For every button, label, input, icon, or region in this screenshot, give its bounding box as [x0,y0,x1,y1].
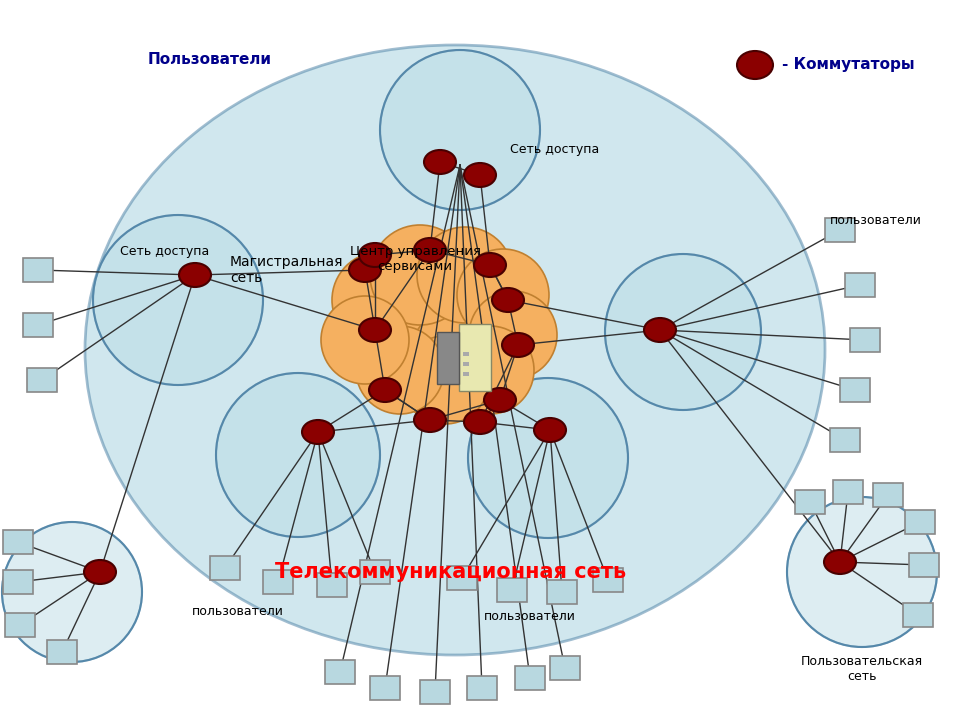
Circle shape [469,291,557,379]
FancyBboxPatch shape [317,573,347,597]
Text: пользователи: пользователи [830,214,922,227]
Text: пользователи: пользователи [484,610,576,623]
FancyBboxPatch shape [909,553,939,577]
FancyBboxPatch shape [447,566,477,590]
Ellipse shape [414,408,446,432]
FancyBboxPatch shape [420,680,450,704]
Ellipse shape [502,333,534,357]
Ellipse shape [644,318,676,342]
Ellipse shape [424,150,456,174]
Ellipse shape [179,263,211,287]
FancyBboxPatch shape [463,351,468,356]
Ellipse shape [464,410,496,434]
FancyBboxPatch shape [795,490,825,514]
Text: Сеть доступа: Сеть доступа [510,143,599,156]
Circle shape [216,373,380,537]
FancyBboxPatch shape [459,324,491,391]
Circle shape [93,215,263,385]
Text: пользователи: пользователи [192,605,284,618]
Ellipse shape [359,318,391,342]
Ellipse shape [484,388,516,412]
Ellipse shape [474,253,506,277]
FancyBboxPatch shape [593,568,623,592]
FancyBboxPatch shape [210,556,240,580]
Ellipse shape [737,51,773,79]
FancyBboxPatch shape [905,510,935,534]
FancyBboxPatch shape [903,603,933,627]
Ellipse shape [302,420,334,444]
FancyBboxPatch shape [467,676,497,700]
FancyBboxPatch shape [23,313,53,337]
Ellipse shape [369,378,401,402]
Ellipse shape [84,560,116,584]
Text: Пользовательская
сеть: Пользовательская сеть [801,655,924,683]
Ellipse shape [534,418,566,442]
Text: Сеть доступа: Сеть доступа [120,246,209,258]
FancyBboxPatch shape [3,530,33,554]
Text: Телекоммуникационная сеть: Телекоммуникационная сеть [275,562,626,582]
FancyBboxPatch shape [873,483,903,507]
Circle shape [356,326,444,414]
Circle shape [370,225,470,325]
Text: Магистральная
сеть: Магистральная сеть [230,255,344,285]
FancyBboxPatch shape [850,328,880,352]
FancyBboxPatch shape [547,580,577,604]
FancyBboxPatch shape [27,368,57,392]
FancyBboxPatch shape [23,258,53,282]
Circle shape [457,249,549,341]
Ellipse shape [414,238,446,262]
Ellipse shape [359,243,391,267]
FancyBboxPatch shape [47,640,77,664]
FancyBboxPatch shape [370,676,400,700]
Circle shape [468,378,628,538]
Ellipse shape [492,288,524,312]
FancyBboxPatch shape [840,378,870,402]
Circle shape [787,497,937,647]
Text: - Коммутаторы: - Коммутаторы [782,58,915,73]
Ellipse shape [85,45,825,655]
Circle shape [321,296,409,384]
Circle shape [373,263,497,387]
Circle shape [401,336,489,424]
Circle shape [417,227,513,323]
FancyBboxPatch shape [833,480,863,504]
Text: Центр управления
сервисами: Центр управления сервисами [349,245,481,273]
Ellipse shape [464,163,496,187]
Circle shape [446,326,534,414]
FancyBboxPatch shape [830,428,860,452]
FancyBboxPatch shape [437,332,459,384]
FancyBboxPatch shape [3,570,33,594]
FancyBboxPatch shape [825,218,855,242]
FancyBboxPatch shape [5,613,35,637]
FancyBboxPatch shape [497,578,527,602]
FancyBboxPatch shape [360,560,390,584]
FancyBboxPatch shape [325,660,355,684]
FancyBboxPatch shape [463,372,468,376]
FancyBboxPatch shape [550,656,580,680]
Circle shape [332,252,428,348]
FancyBboxPatch shape [263,570,293,594]
Circle shape [380,50,540,210]
FancyBboxPatch shape [845,273,875,297]
Ellipse shape [824,550,856,574]
Text: Пользователи: Пользователи [148,53,272,68]
Circle shape [2,522,142,662]
FancyBboxPatch shape [463,361,468,366]
FancyBboxPatch shape [515,666,545,690]
Circle shape [605,254,761,410]
Ellipse shape [349,258,381,282]
